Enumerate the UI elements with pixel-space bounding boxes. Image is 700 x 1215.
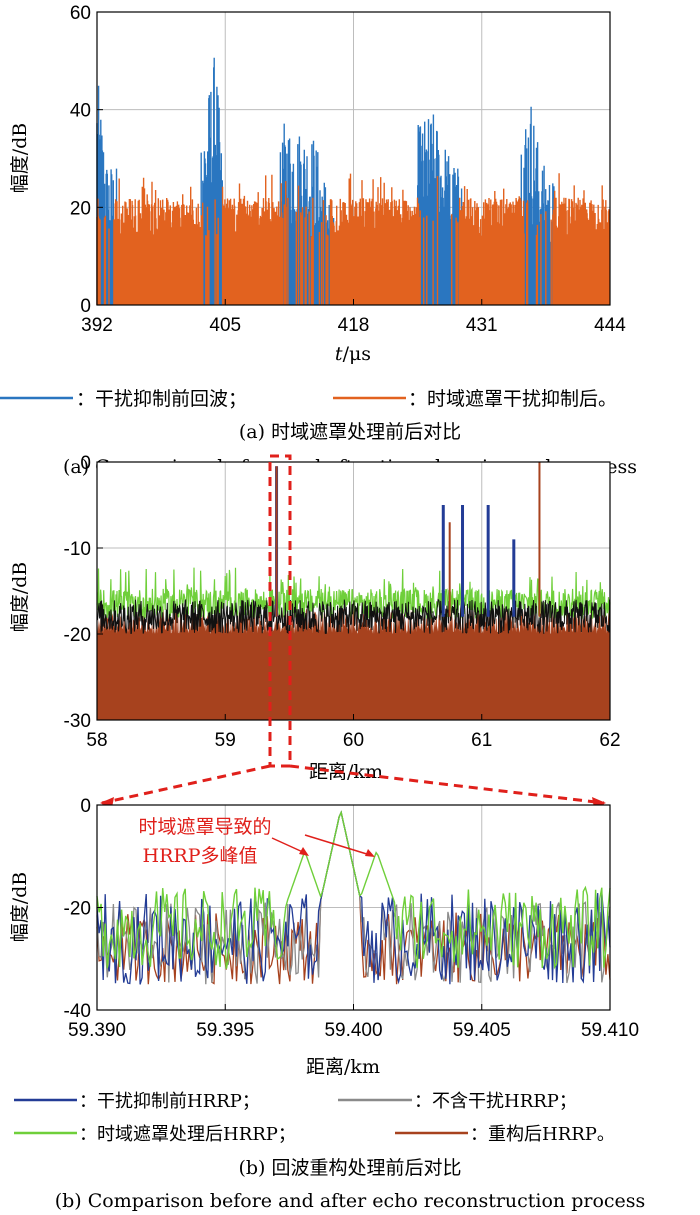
legend-b-mask-label: ：时域遮罩处理后HRRP；	[79, 1124, 296, 1145]
panel-b-bottom-ylabel: 幅度/dB	[9, 872, 31, 943]
x-tick-label: 59.390	[68, 1020, 126, 1041]
y-tick-label: 60	[70, 3, 91, 24]
x-tick-label: 62	[599, 730, 620, 751]
x-tick-label: 431	[466, 315, 498, 336]
x-tick-label: 444	[594, 315, 626, 336]
panel-b-bottom-series	[96, 810, 611, 985]
panel-b-top-ticks: 58 59 60 61 62 0 -10 -20 -30	[64, 453, 621, 751]
legend-b-recon-label: ：重构后HRRP。	[470, 1124, 615, 1145]
legend-b-before-label: ：干扰抑制前HRRP；	[79, 1091, 260, 1112]
x-tick-label: 59.400	[324, 1020, 382, 1041]
x-tick-label: 59.405	[453, 1020, 511, 1041]
annotation-line2: HRRP多峰值	[143, 845, 258, 867]
legend-a-before-label: ：干扰抑制前回波；	[76, 388, 247, 410]
panel-a-legend: ：干扰抑制前回波； ：时域遮罩干扰抑制后。	[0, 388, 617, 410]
panel-a-chart: 392 405 418 431 444 0 20 40 60 幅度/dB t/μs	[9, 3, 626, 365]
annotation-arrow-left	[271, 837, 306, 854]
zoom-line-left	[101, 764, 271, 805]
x-tick-label: 59.410	[581, 1020, 639, 1041]
annotation-arrow-right	[304, 834, 371, 856]
zoom-line-right	[289, 764, 605, 805]
y-tick-label: -40	[64, 1001, 91, 1022]
x-tick-label: 59	[215, 730, 236, 751]
annotation-line1: 时域遮罩导致的	[138, 816, 271, 838]
panel-b-top-chart: 58 59 60 61 62 0 -10 -20 -30 幅度/dB 距离/km	[9, 453, 621, 783]
panel-a-xlabel: t/μs	[335, 343, 371, 365]
series-mask-after	[96, 810, 611, 970]
x-tick-label: 59.395	[196, 1020, 254, 1041]
x-tick-label: 61	[471, 730, 492, 751]
panel-a-ticks: 392 405 418 431 444 0 20 40 60	[70, 3, 626, 336]
y-tick-label: 0	[80, 296, 91, 317]
panel-b-bottom-xlabel: 距离/km	[306, 1056, 380, 1078]
y-tick-label: -20	[64, 899, 91, 920]
annotation-arrowhead-left	[299, 847, 309, 856]
y-tick-label: 0	[80, 453, 91, 474]
panel-b-top-series	[96, 462, 611, 720]
y-tick-label: -10	[64, 539, 91, 560]
x-tick-label: 418	[338, 315, 370, 336]
x-tick-label: 60	[343, 730, 364, 751]
series-clean-noise	[96, 598, 611, 635]
panel-b-top-ylabel: 幅度/dB	[9, 562, 31, 633]
y-tick-label: -20	[64, 625, 91, 646]
series-reconstructed-fill	[97, 608, 610, 720]
panel-b-caption-cn: (b) 回波重构处理前后对比	[238, 1157, 461, 1179]
panel-a-xlabel-var: t	[335, 343, 343, 365]
panel-b-top-xlabel: 距离/km	[309, 761, 383, 783]
panel-b-bottom-ticks: 59.390 59.395 59.400 59.405 59.410 0 -20 -40	[64, 796, 640, 1041]
panel-b-bottom-chart: 59.390 59.395 59.400 59.405 59.410 0 -20 -40 幅度…	[9, 796, 639, 1078]
panel-b-legend: ：干扰抑制前HRRP； ：不含干扰HRRP； ：时域遮罩处理后HRRP； ：重构…	[14, 1091, 615, 1145]
x-tick-label: 392	[81, 315, 113, 336]
panel-a-xlabel-unit: /μs	[343, 343, 372, 365]
x-tick-label: 58	[86, 730, 107, 751]
annotation-arrowhead-right	[365, 849, 375, 857]
y-tick-label: 0	[80, 796, 91, 817]
y-tick-label: -30	[64, 711, 91, 732]
legend-b-clean-label: ：不含干扰HRRP；	[414, 1091, 577, 1112]
panel-b-caption-en: (b) Comparison before and after echo rec…	[55, 1190, 646, 1212]
legend-a-mask-label: ：时域遮罩干扰抑制后。	[408, 388, 617, 410]
panel-a-ylabel: 幅度/dB	[9, 123, 31, 194]
x-tick-label: 405	[209, 315, 241, 336]
y-tick-label: 40	[70, 101, 91, 122]
y-tick-label: 20	[70, 198, 91, 219]
panel-a-caption-cn: (a) 时域遮罩处理前后对比	[239, 421, 461, 443]
